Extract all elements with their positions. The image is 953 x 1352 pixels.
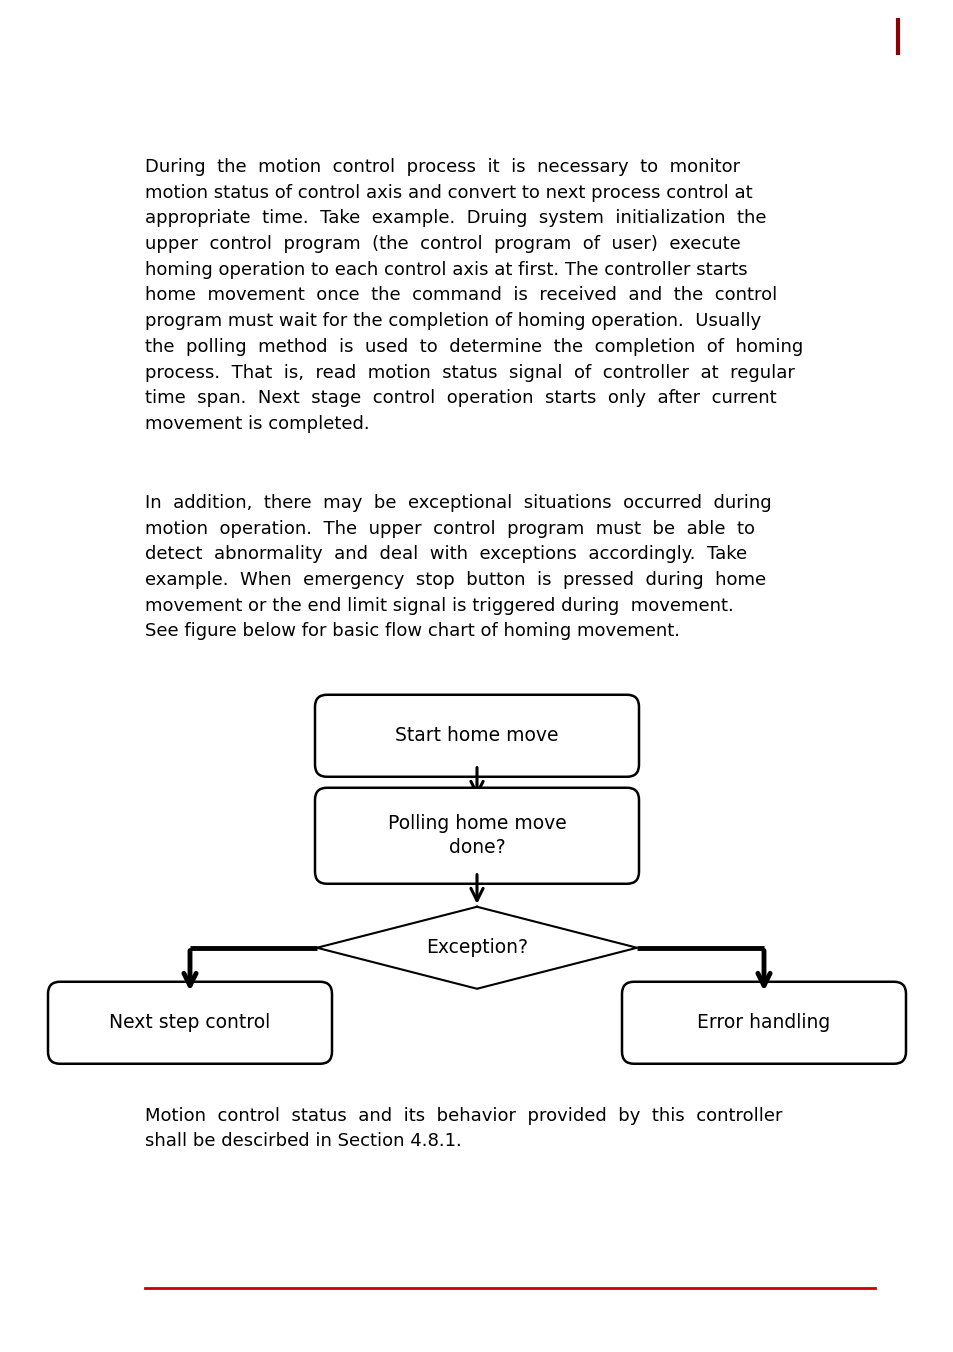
Text: Next step control: Next step control	[110, 1013, 271, 1033]
FancyBboxPatch shape	[314, 695, 639, 777]
FancyBboxPatch shape	[314, 788, 639, 884]
Text: Polling home move
done?: Polling home move done?	[387, 814, 566, 857]
Text: In  addition,  there  may  be  exceptional  situations  occurred  during
motion : In addition, there may be exceptional si…	[145, 493, 771, 641]
Text: Motion  control  status  and  its  behavior  provided  by  this  controller
shal: Motion control status and its behavior p…	[145, 1107, 781, 1151]
FancyBboxPatch shape	[621, 982, 905, 1064]
Text: Start home move: Start home move	[395, 726, 558, 745]
Polygon shape	[316, 907, 637, 988]
FancyBboxPatch shape	[48, 982, 332, 1064]
Text: During  the  motion  control  process  it  is  necessary  to  monitor
motion sta: During the motion control process it is …	[145, 158, 802, 433]
Text: Error handling: Error handling	[697, 1013, 830, 1033]
Text: Exception?: Exception?	[426, 938, 527, 957]
